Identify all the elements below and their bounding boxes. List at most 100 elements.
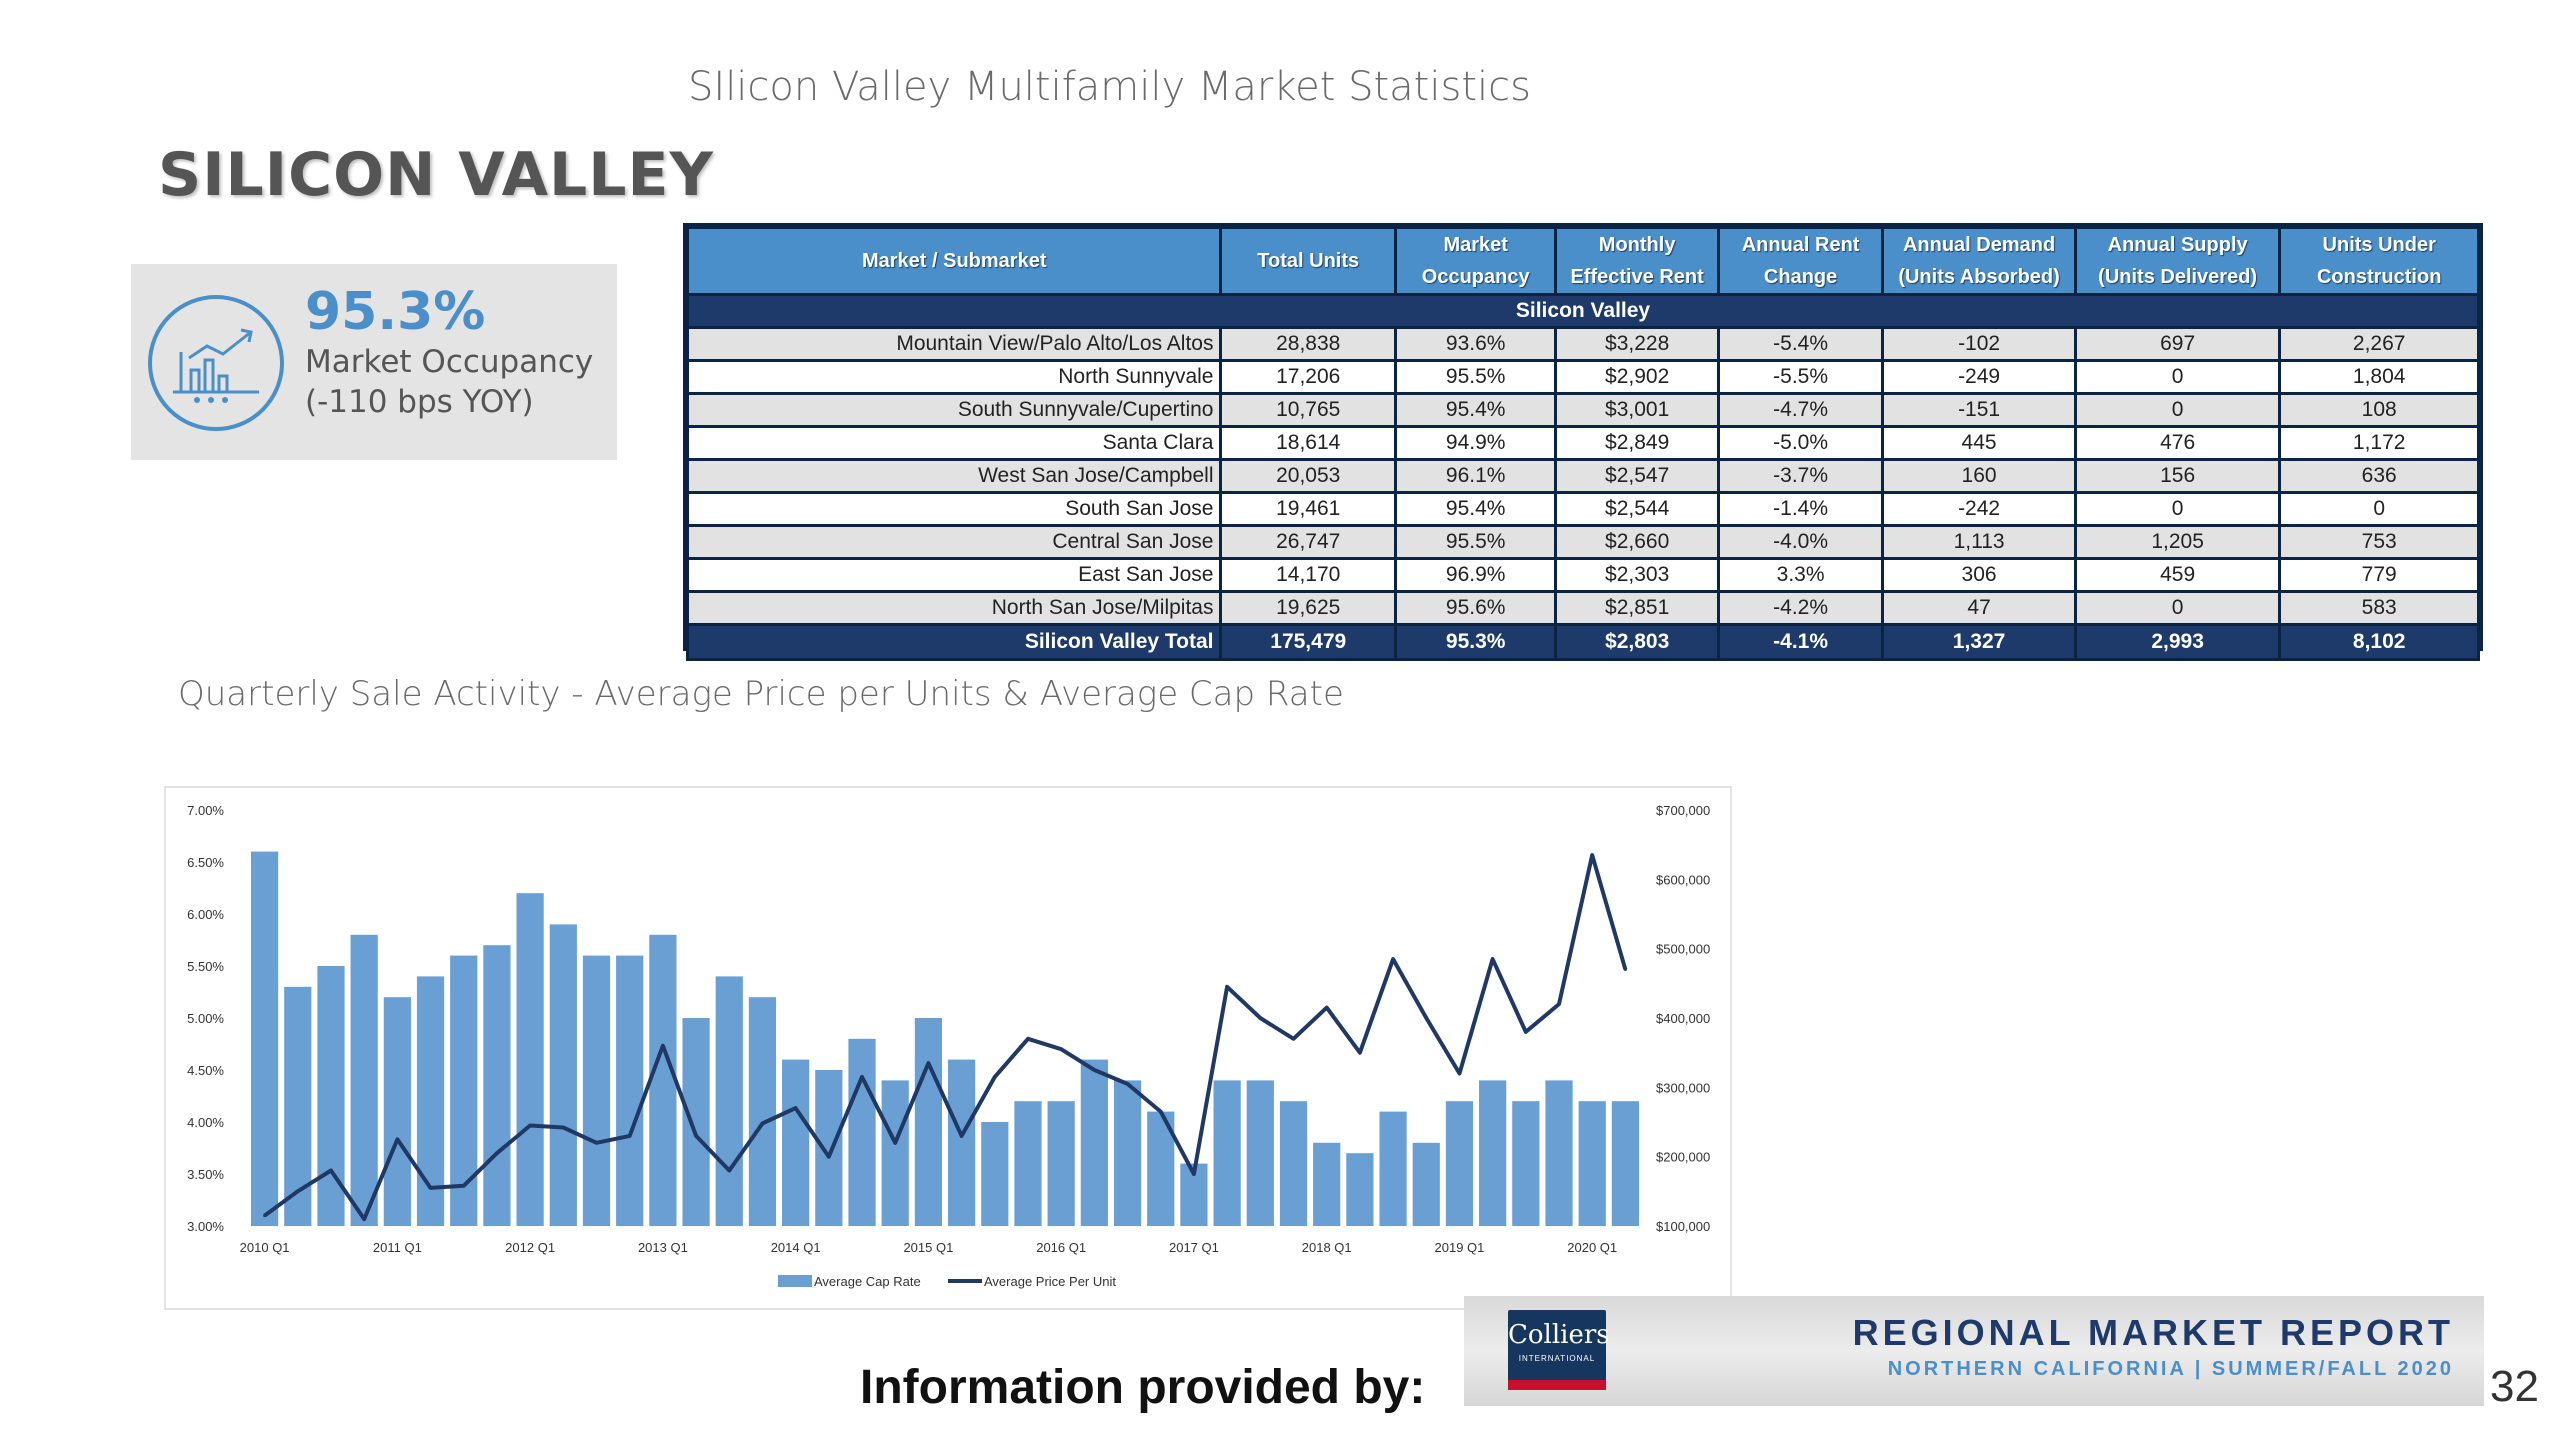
table-cell: $2,544 — [1554, 491, 1720, 527]
submarket-name: Central San Jose — [685, 524, 1223, 560]
cap-rate-bar — [715, 976, 743, 1226]
table-cell: 94.9% — [1393, 425, 1558, 461]
table-cell: -242 — [1881, 491, 2077, 527]
chart-title: Quarterly Sale Activity - Average Price … — [178, 674, 1344, 714]
column-header: Monthly Effective Rent — [1554, 226, 1720, 296]
table-cell: $3,228 — [1554, 326, 1720, 362]
table-cell: 583 — [2278, 590, 2480, 626]
cap-rate-bar — [947, 1059, 976, 1226]
column-header-line: Market — [1443, 234, 1508, 256]
table-cell: 445 — [1881, 425, 2077, 461]
price-point — [860, 1075, 864, 1079]
table-cell: 753 — [2278, 524, 2480, 560]
table-cell: 95.4% — [1393, 392, 1558, 428]
cap-rate-bar — [616, 955, 644, 1226]
price-point — [926, 1061, 930, 1065]
table-row: Santa Clara 18,614 94.9% $2,849 -5.0% 445 476 1… — [685, 425, 2480, 461]
cap-rate-bar — [1014, 1101, 1042, 1226]
region-row: Silicon Valley — [686, 293, 2480, 329]
cap-rate-bar — [981, 1122, 1009, 1226]
provided-by-label: Information provided by: — [860, 1361, 1426, 1414]
y-right-tick-label: $700,000 — [1656, 803, 1710, 818]
table-cell: -151 — [1881, 392, 2077, 428]
cap-rate-bar — [450, 955, 478, 1226]
cap-rate-bar — [1279, 1101, 1308, 1226]
y-right-tick-label: $600,000 — [1656, 872, 1710, 887]
submarket-name: Santa Clara — [685, 425, 1223, 461]
column-header-line: Monthly — [1598, 234, 1676, 256]
table-cell: 95.4% — [1393, 491, 1558, 527]
legend-label-cap-rate: Average Cap Rate — [814, 1274, 921, 1289]
price-point — [960, 1134, 964, 1138]
table-cell: 160 — [1881, 458, 2077, 494]
price-point — [893, 1141, 897, 1145]
price-point — [827, 1155, 831, 1159]
column-header: Market / Submarket — [685, 226, 1223, 296]
column-header-line: Occupancy — [1421, 266, 1530, 288]
cap-rate-bar — [1578, 1101, 1606, 1226]
logo-stripe — [1508, 1380, 1606, 1390]
cap-rate-bar — [815, 1070, 843, 1226]
cap-rate-bar — [250, 851, 279, 1226]
cap-rate-bar — [748, 997, 777, 1226]
cap-rate-bar — [483, 945, 511, 1226]
table-cell: 95.6% — [1393, 590, 1558, 626]
table-row: Mountain View/Palo Alto/Los Altos 28,838 9… — [685, 326, 2480, 362]
price-point — [462, 1184, 466, 1188]
column-header-line: (Units Delivered) — [2098, 266, 2258, 288]
submarket-name: South San Jose — [685, 491, 1223, 527]
cap-rate-bar — [1479, 1080, 1507, 1226]
table-cell: 459 — [2073, 557, 2282, 593]
total-cell: 8,102 — [2278, 623, 2480, 661]
submarket-name: Mountain View/Palo Alto/Los Altos — [685, 326, 1223, 362]
submarket-name: East San Jose — [685, 557, 1223, 593]
x-tick-label: 2014 Q1 — [771, 1240, 821, 1255]
table-cell: 1,205 — [2073, 524, 2282, 560]
column-header: Annual Supply (Units Delivered) — [2073, 226, 2282, 296]
y-left-tick-label: 6.50% — [187, 855, 224, 870]
table-cell: 476 — [2073, 425, 2282, 461]
colliers-logo: Colliers INTERNATIONAL — [1508, 1310, 1610, 1390]
price-point — [1391, 957, 1395, 961]
kpi-label: Market Occupancy — [305, 344, 594, 380]
cap-rate-bar — [649, 934, 677, 1226]
price-point — [1491, 957, 1495, 961]
y-right-tick-label: $500,000 — [1656, 942, 1710, 957]
price-point — [1424, 1016, 1428, 1020]
submarket-name: South Sunnyvale/Cupertino — [685, 392, 1223, 428]
column-header-line: Annual Rent — [1741, 234, 1860, 256]
kpi-card: 95.3% Market Occupancy (-110 bps YOY) — [131, 264, 617, 460]
total-cell: $2,803 — [1554, 623, 1720, 661]
cap-rate-bar — [549, 924, 577, 1226]
table-cell: 1,172 — [2278, 425, 2480, 461]
cap-rate-bar — [1379, 1111, 1407, 1226]
column-header-line: Change — [1763, 266, 1838, 288]
market-statistics-title: SIlicon Valley Multifamily Market Statis… — [688, 64, 1531, 110]
price-point — [329, 1169, 333, 1173]
y-left-tick-label: 3.00% — [187, 1219, 224, 1234]
price-point — [1325, 1006, 1329, 1010]
x-tick-label: 2015 Q1 — [903, 1240, 953, 1255]
price-point — [1258, 1016, 1262, 1020]
y-right-tick-label: $100,000 — [1656, 1219, 1710, 1234]
column-header-line: Annual Supply — [2107, 234, 2248, 256]
price-point — [1059, 1047, 1063, 1051]
table-row: West San Jose/Campbell 20,053 96.1% $2,547-… — [685, 458, 2480, 494]
legend-swatch-cap-rate — [778, 1275, 812, 1287]
submarket-name: North Sunnyvale — [685, 359, 1223, 395]
price-point — [1623, 967, 1627, 971]
submarket-name: North San Jose/Milpitas — [685, 590, 1223, 626]
x-tick-label: 2017 Q1 — [1169, 1240, 1219, 1255]
table-row: Central San Jose 26,747 95.5% $2,660 -4.0% 1,… — [685, 524, 2480, 560]
table-row: South Sunnyvale/Cupertino 10,765 95.4% $3,0… — [685, 392, 2480, 428]
price-point — [760, 1121, 764, 1125]
table-cell: 96.9% — [1393, 557, 1558, 593]
price-point — [528, 1123, 532, 1127]
cap-rate-bar — [1412, 1142, 1440, 1226]
kpi-value: 95.3% — [305, 282, 486, 342]
x-tick-label: 2018 Q1 — [1302, 1240, 1352, 1255]
table-row: North San Jose/Milpitas 19,625 95.6% $2,851… — [685, 590, 2480, 626]
cap-rate-bar — [582, 955, 611, 1226]
table-row: South San Jose 19,461 95.4% $2,544 -1.4% -242… — [685, 491, 2480, 527]
table-cell: 0 — [2073, 491, 2282, 527]
